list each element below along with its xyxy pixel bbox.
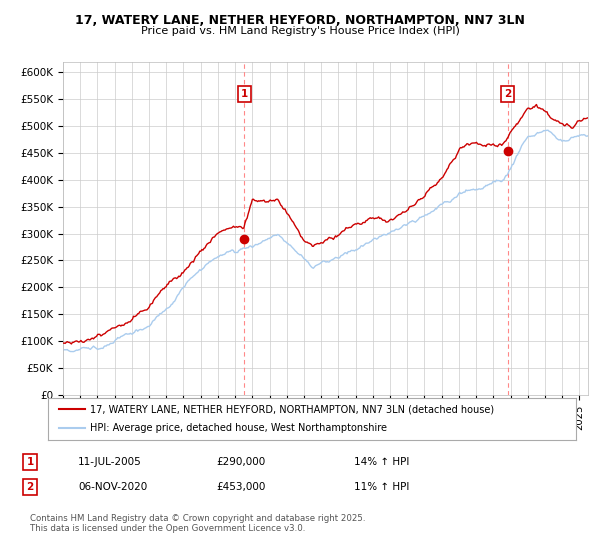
Text: 11% ↑ HPI: 11% ↑ HPI <box>354 482 409 492</box>
Text: 06-NOV-2020: 06-NOV-2020 <box>78 482 147 492</box>
Text: 11-JUL-2005: 11-JUL-2005 <box>78 457 142 467</box>
Text: 1: 1 <box>26 457 34 467</box>
Text: 1: 1 <box>241 89 248 99</box>
Text: Contains HM Land Registry data © Crown copyright and database right 2025.
This d: Contains HM Land Registry data © Crown c… <box>30 514 365 534</box>
Text: 2: 2 <box>504 89 511 99</box>
Text: HPI: Average price, detached house, West Northamptonshire: HPI: Average price, detached house, West… <box>90 423 387 433</box>
Text: £290,000: £290,000 <box>216 457 265 467</box>
Text: 14% ↑ HPI: 14% ↑ HPI <box>354 457 409 467</box>
Text: Price paid vs. HM Land Registry's House Price Index (HPI): Price paid vs. HM Land Registry's House … <box>140 26 460 36</box>
Text: £453,000: £453,000 <box>216 482 265 492</box>
Text: 2: 2 <box>26 482 34 492</box>
Text: 17, WATERY LANE, NETHER HEYFORD, NORTHAMPTON, NN7 3LN (detached house): 17, WATERY LANE, NETHER HEYFORD, NORTHAM… <box>90 404 494 414</box>
Text: 17, WATERY LANE, NETHER HEYFORD, NORTHAMPTON, NN7 3LN: 17, WATERY LANE, NETHER HEYFORD, NORTHAM… <box>75 14 525 27</box>
